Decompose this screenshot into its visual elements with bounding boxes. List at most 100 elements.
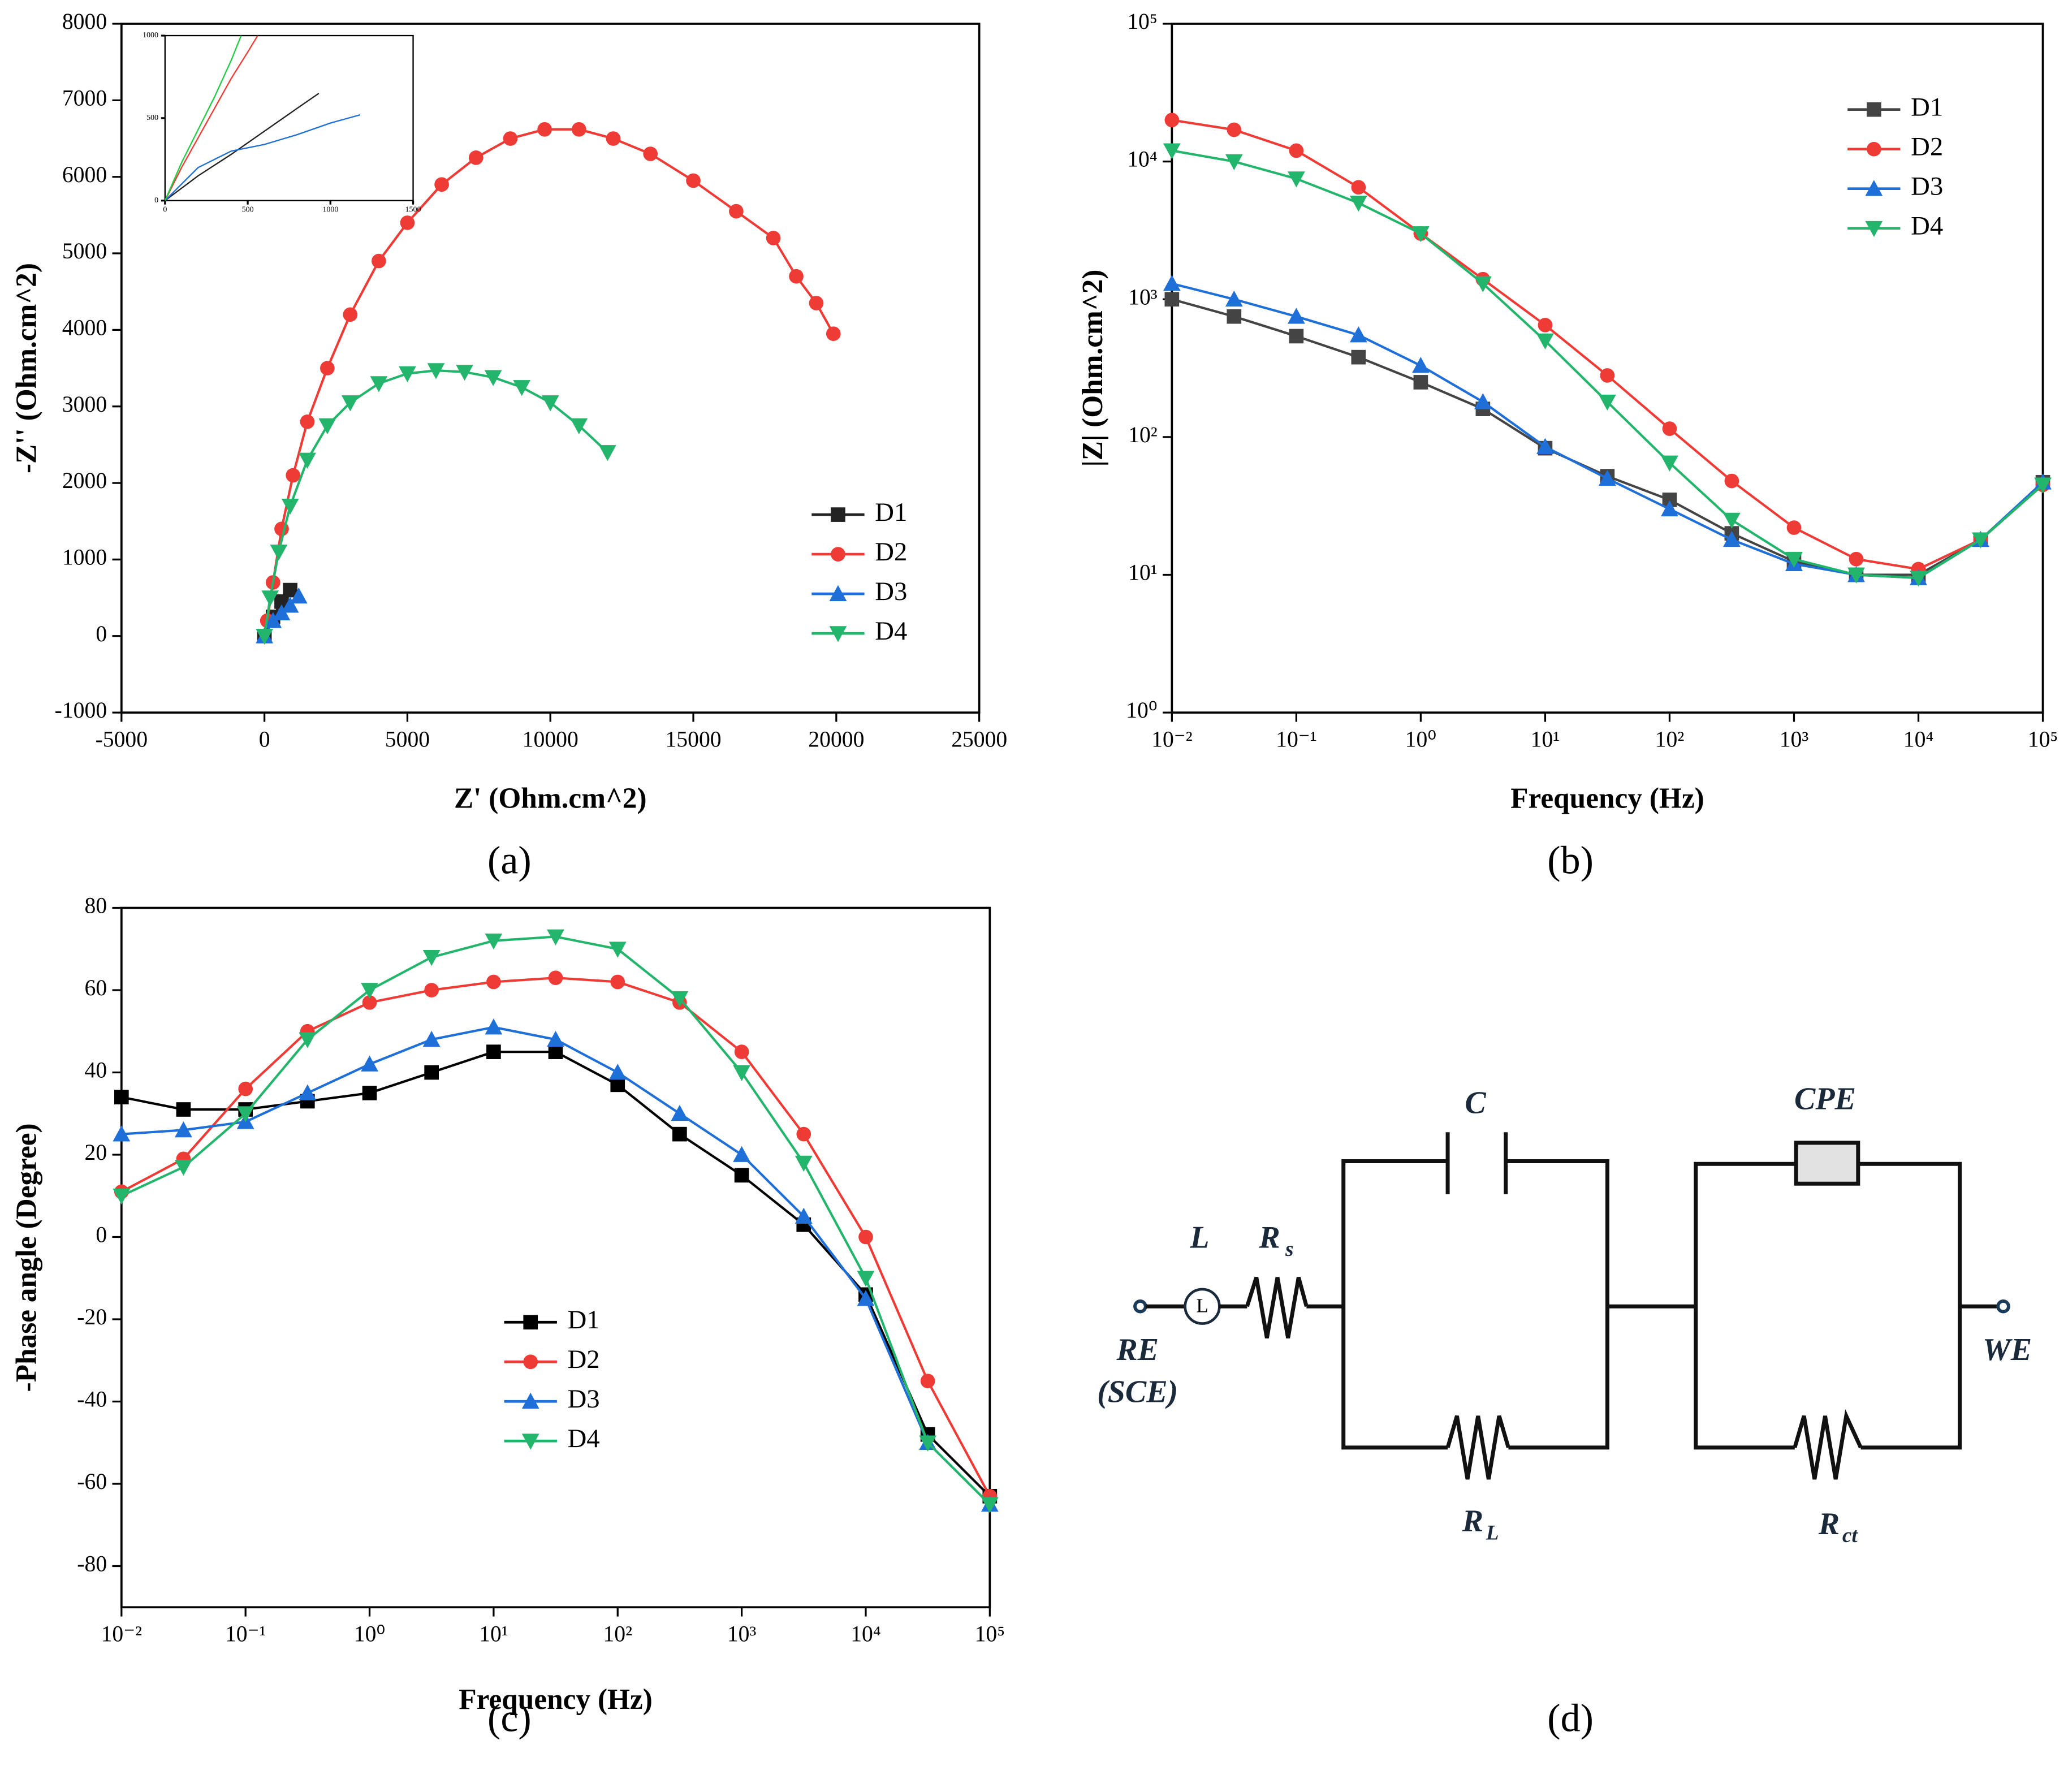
marker bbox=[1164, 292, 1180, 307]
marker bbox=[427, 363, 445, 379]
marker bbox=[261, 590, 279, 607]
legend-marker bbox=[1866, 141, 1881, 157]
marker bbox=[422, 1030, 441, 1047]
y-tick-label: -60 bbox=[77, 1469, 107, 1494]
marker bbox=[486, 974, 501, 990]
marker bbox=[114, 1090, 129, 1104]
marker bbox=[1163, 275, 1181, 291]
legend-marker bbox=[831, 507, 845, 522]
x-tick-label: -5000 bbox=[96, 727, 148, 752]
legend-label: D2 bbox=[875, 537, 907, 567]
marker bbox=[826, 326, 841, 341]
x-tick-label: 10000 bbox=[523, 727, 578, 752]
x-axis-title: Z' (Ohm.cm^2) bbox=[454, 782, 647, 814]
marker bbox=[548, 1044, 563, 1059]
y-tick-label: 20 bbox=[85, 1140, 107, 1165]
marker bbox=[857, 1271, 875, 1287]
marker bbox=[858, 1229, 873, 1245]
y-tick-label: 10⁰ bbox=[1126, 698, 1158, 723]
marker bbox=[1412, 226, 1430, 243]
marker bbox=[734, 1168, 749, 1183]
x-tick-label: 10⁵ bbox=[975, 1622, 1005, 1647]
marker bbox=[424, 1065, 439, 1080]
marker bbox=[598, 445, 616, 461]
y-tick-label: 4000 bbox=[62, 316, 107, 340]
marker bbox=[608, 942, 627, 958]
wire bbox=[1505, 1159, 1609, 1450]
marker bbox=[537, 122, 552, 137]
marker bbox=[1225, 154, 1243, 171]
series-line bbox=[266, 128, 835, 621]
resistor bbox=[1793, 1409, 1863, 1480]
x-tick-label: 10³ bbox=[727, 1622, 757, 1647]
marker bbox=[1722, 512, 1741, 529]
marker bbox=[548, 970, 563, 986]
marker bbox=[857, 1290, 875, 1306]
x-tick-label: 0 bbox=[163, 205, 167, 214]
marker bbox=[320, 361, 335, 375]
x-tick-label: 10² bbox=[603, 1622, 632, 1647]
marker bbox=[1972, 532, 1989, 549]
marker bbox=[1351, 349, 1366, 365]
cpe bbox=[1794, 1141, 1860, 1186]
marker bbox=[113, 1125, 131, 1142]
marker bbox=[362, 995, 377, 1010]
x-tick-label: 10⁰ bbox=[1405, 727, 1437, 752]
marker bbox=[919, 1435, 937, 1452]
plot-frame bbox=[164, 34, 414, 201]
marker bbox=[299, 1032, 317, 1048]
marker bbox=[2034, 477, 2052, 494]
marker bbox=[372, 253, 386, 269]
marker bbox=[399, 366, 416, 382]
resistor bbox=[1245, 1276, 1309, 1338]
marker bbox=[256, 628, 274, 645]
circuit: L C CPE L R s R L R ct RE (SCE) WE bbox=[1097, 1081, 2032, 1547]
marker bbox=[809, 296, 824, 310]
marker bbox=[766, 231, 781, 245]
marker bbox=[370, 376, 388, 392]
legend-label: D1 bbox=[875, 498, 907, 527]
y-tick-label: 80 bbox=[85, 893, 107, 918]
x-tick-label: 5000 bbox=[385, 727, 430, 752]
marker bbox=[362, 1086, 377, 1100]
y-tick-label: -40 bbox=[77, 1387, 107, 1412]
legend-label: D2 bbox=[1911, 132, 1943, 161]
x-tick-label: 10⁻¹ bbox=[1276, 727, 1316, 752]
marker bbox=[270, 545, 288, 561]
marker bbox=[424, 983, 439, 998]
legend-label: D3 bbox=[568, 1384, 600, 1414]
y-axis-title: |Z| (Ohm.cm^2) bbox=[1077, 270, 1109, 467]
marker bbox=[1538, 318, 1553, 333]
panel-label: (b) bbox=[1547, 839, 1594, 883]
marker bbox=[610, 1077, 625, 1093]
y-tick-label: 10¹ bbox=[1128, 560, 1158, 585]
legend-label: D4 bbox=[568, 1424, 600, 1453]
marker bbox=[300, 414, 315, 429]
marker bbox=[361, 983, 378, 999]
legend-marker bbox=[523, 1354, 538, 1370]
marker bbox=[981, 1497, 999, 1513]
marker bbox=[468, 150, 483, 165]
rs-label: R bbox=[1258, 1220, 1280, 1255]
y-tick-label: 500 bbox=[146, 114, 158, 122]
legend-label: D4 bbox=[1911, 211, 1943, 240]
inductor-symbol: L bbox=[1196, 1295, 1208, 1317]
x-tick-label: 10³ bbox=[1780, 727, 1809, 752]
marker bbox=[286, 468, 301, 483]
x-axis-title: Frequency (Hz) bbox=[459, 1683, 653, 1716]
legend-label: D2 bbox=[568, 1345, 600, 1374]
y-tick-label: 1000 bbox=[62, 545, 107, 570]
marker bbox=[671, 991, 689, 1007]
marker bbox=[176, 1102, 191, 1117]
marker bbox=[1724, 473, 1739, 489]
y-tick-label: 5000 bbox=[62, 239, 107, 264]
legend-marker bbox=[521, 1392, 539, 1409]
x-tick-label: 10⁻² bbox=[1151, 727, 1192, 752]
y-tick-label: 8000 bbox=[62, 9, 107, 34]
marker bbox=[571, 122, 586, 137]
marker bbox=[570, 418, 588, 434]
marker bbox=[1474, 393, 1492, 409]
x-tick-label: 20000 bbox=[808, 727, 864, 752]
marker bbox=[1413, 375, 1428, 390]
